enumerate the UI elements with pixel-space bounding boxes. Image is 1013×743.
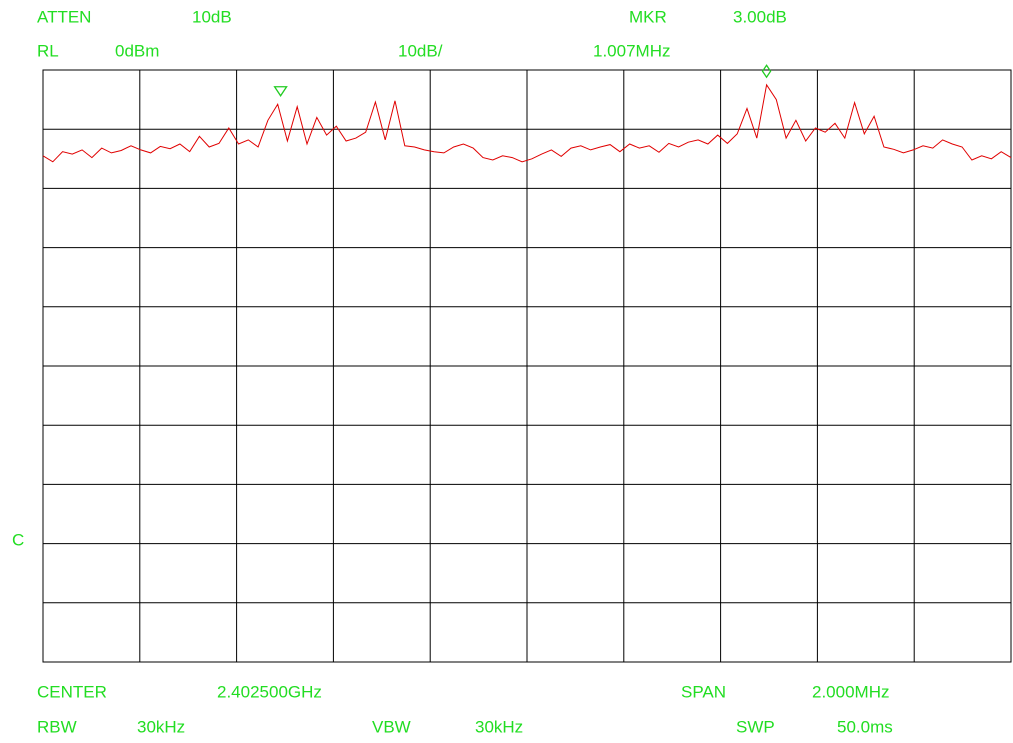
rl-label: RL — [37, 41, 59, 60]
rbw-label: RBW — [37, 717, 77, 736]
center-value: 2.402500GHz — [217, 682, 322, 701]
scale: 10dB/ — [398, 41, 443, 60]
marker — [761, 64, 772, 79]
graticule — [42, 69, 1012, 663]
swp-value: 50.0ms — [837, 717, 893, 736]
rl-value: 0dBm — [115, 41, 159, 60]
mkr-label: MKR — [629, 7, 667, 26]
mkr-value: 3.00dB — [733, 7, 787, 26]
rbw-value: 30kHz — [137, 717, 185, 736]
trace — [42, 83, 1012, 163]
side-label: C — [12, 530, 24, 549]
atten-label: ATTEN — [37, 7, 91, 26]
span-value: 2.000MHz — [812, 682, 889, 701]
center-label: CENTER — [37, 682, 107, 701]
swp-label: SWP — [736, 717, 775, 736]
vbw-label: VBW — [372, 717, 411, 736]
span-label: SPAN — [681, 682, 726, 701]
atten-value: 10dB — [192, 7, 232, 26]
marker — [273, 86, 288, 97]
mkr-freq: 1.007MHz — [593, 41, 670, 60]
vbw-value: 30kHz — [475, 717, 523, 736]
